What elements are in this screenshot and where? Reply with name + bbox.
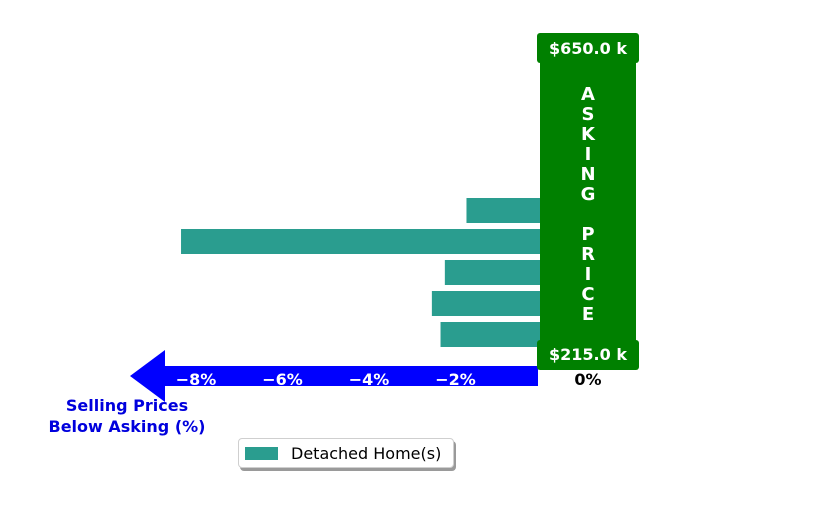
bar	[431, 291, 540, 316]
legend-swatch	[245, 447, 278, 460]
asking-price-letter: G	[581, 184, 596, 205]
bar	[440, 322, 540, 347]
asking-price-high-label: $650.0 k	[549, 39, 627, 58]
legend: Detached Home(s)	[238, 438, 454, 468]
asking-price-column	[540, 63, 636, 348]
asking-price-high-badge	[537, 33, 639, 63]
asking-price-letter: A	[581, 84, 595, 105]
asking-price-letter: P	[581, 224, 594, 245]
asking-price-letter: C	[581, 284, 594, 305]
x-tick-label: −8%	[176, 370, 217, 389]
zero-tick-label: 0%	[574, 370, 601, 389]
x-axis-label: Selling Prices Below Asking (%)	[49, 396, 206, 436]
asking-price-low-label: $215.0 k	[549, 345, 627, 364]
asking-price-low-badge	[537, 340, 639, 370]
asking-price-letter: K	[581, 124, 596, 145]
bar	[444, 260, 540, 285]
x-axis-label-line: Selling Prices	[66, 396, 188, 415]
asking-price-letter: R	[581, 244, 595, 265]
axis-arrow	[130, 350, 538, 402]
asking-price-letter: I	[585, 144, 592, 165]
x-tick-label: −4%	[349, 370, 390, 389]
legend-label: Detached Home(s)	[291, 444, 442, 463]
x-tick-label: −2%	[435, 370, 476, 389]
x-axis-label-line: Below Asking (%)	[49, 417, 206, 436]
asking-price-letter: E	[582, 304, 594, 325]
x-tick-label: −6%	[262, 370, 303, 389]
asking-price-letter: I	[585, 264, 592, 285]
asking-price-letter: N	[580, 164, 595, 185]
asking-price-letter: S	[582, 104, 595, 125]
x-tick-labels: −8% −6% −4% −2%	[176, 370, 476, 389]
bar	[466, 198, 540, 223]
bar	[181, 229, 540, 254]
